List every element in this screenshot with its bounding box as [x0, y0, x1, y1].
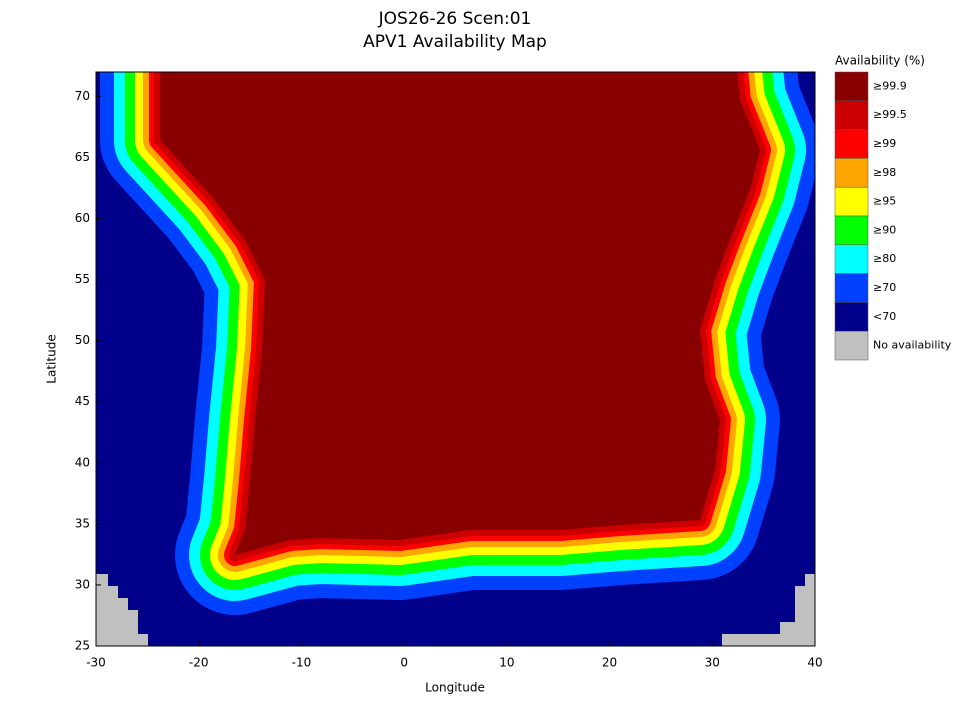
- legend-label: No availability: [873, 339, 952, 352]
- legend-label: ≥80: [873, 252, 896, 265]
- y-tick-label: 60: [75, 211, 90, 225]
- legend-label: ≥70: [873, 281, 896, 294]
- legend-swatch: [834, 100, 869, 130]
- title: JOS26-26 Scen:01: [378, 9, 532, 29]
- no-availability: [96, 574, 148, 646]
- x-tick-label: 10: [499, 656, 514, 670]
- x-tick-label: 20: [602, 656, 617, 670]
- y-tick-label: 70: [75, 89, 90, 103]
- y-tick-label: 40: [75, 455, 90, 469]
- legend-swatch: [834, 330, 869, 361]
- legend-swatch: [834, 215, 869, 246]
- y-tick-label: 35: [75, 516, 90, 530]
- x-tick-label: 30: [705, 656, 720, 670]
- legend-swatch: [834, 129, 869, 159]
- y-tick-label: 30: [75, 577, 90, 591]
- legend-swatch: [834, 273, 869, 303]
- y-tick-label: 25: [75, 639, 90, 653]
- y-tick-label: 50: [75, 333, 90, 347]
- band: [160, 72, 760, 555]
- legend-label: ≥95: [873, 195, 896, 208]
- legend-label: <70: [873, 310, 896, 323]
- legend-label: ≥99.9: [873, 79, 907, 92]
- legend-label: ≥98: [873, 166, 896, 179]
- no-availability: [722, 574, 815, 646]
- x-tick-label: 40: [807, 656, 822, 670]
- y-axis-label: Latitude: [45, 334, 59, 383]
- legend-swatch: [834, 302, 869, 332]
- y-tick-label: 45: [75, 394, 90, 408]
- legend-label: ≥99.5: [873, 108, 907, 121]
- legend-swatch: [834, 186, 869, 217]
- y-tick-label: 65: [75, 150, 90, 164]
- legend-swatch: [834, 244, 869, 274]
- x-tick-label: -30: [86, 656, 106, 670]
- legend-title: Availability (%): [835, 54, 925, 68]
- legend-swatch: [834, 158, 869, 188]
- x-tick-label: 0: [400, 656, 408, 670]
- y-tick-label: 55: [75, 272, 90, 286]
- plot-frame: [95, 71, 816, 647]
- x-tick-label: -20: [189, 656, 209, 670]
- legend-label: ≥99: [873, 137, 896, 150]
- x-tick-label: -10: [292, 656, 312, 670]
- legend-swatch: [834, 71, 869, 102]
- map-area: [96, 72, 815, 646]
- subtitle: APV1 Availability Map: [363, 32, 547, 52]
- legend-label: ≥90: [873, 223, 896, 236]
- x-axis-label: Longitude: [425, 681, 485, 695]
